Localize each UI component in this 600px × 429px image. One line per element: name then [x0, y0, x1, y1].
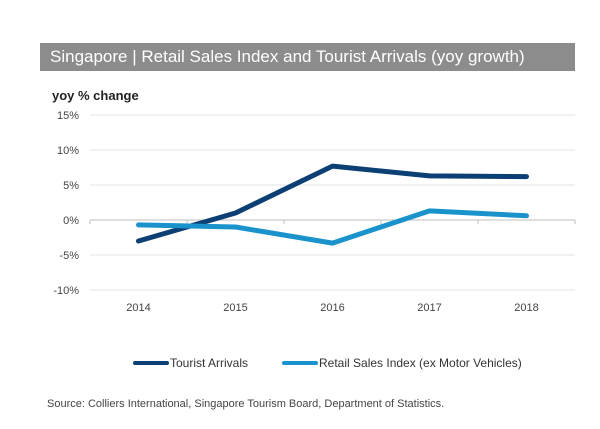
- legend-swatch: [133, 361, 169, 365]
- x-tick-label: 2018: [514, 302, 538, 314]
- legend-item-retail-sales: Retail Sales Index (ex Motor Vehicles): [282, 356, 522, 370]
- source-note: Source: Colliers International, Singapor…: [47, 398, 445, 410]
- y-tick-label: 10%: [57, 145, 79, 157]
- chart-title: Singapore | Retail Sales Index and Touri…: [40, 43, 575, 71]
- legend-item-tourist-arrivals: Tourist Arrivals: [133, 356, 248, 370]
- x-tick-label: 2015: [223, 302, 247, 314]
- y-tick-label: 5%: [63, 180, 79, 192]
- legend-swatch: [282, 361, 318, 365]
- series-line-0: [136, 163, 529, 244]
- x-tick-label: 2016: [320, 302, 344, 314]
- x-tick-label: 2017: [417, 302, 441, 314]
- y-tick-label: -5%: [59, 250, 79, 262]
- x-tick-label: 2014: [126, 302, 150, 314]
- y-tick-label: -10%: [53, 285, 79, 297]
- series-line-1: [136, 208, 529, 246]
- legend-label: Tourist Arrivals: [170, 356, 249, 370]
- legend-label: Retail Sales Index (ex Motor Vehicles): [319, 356, 522, 370]
- y-tick-label: 0%: [63, 215, 79, 227]
- y-tick-label: 15%: [57, 110, 79, 122]
- y-axis-label: yoy % change: [52, 88, 139, 103]
